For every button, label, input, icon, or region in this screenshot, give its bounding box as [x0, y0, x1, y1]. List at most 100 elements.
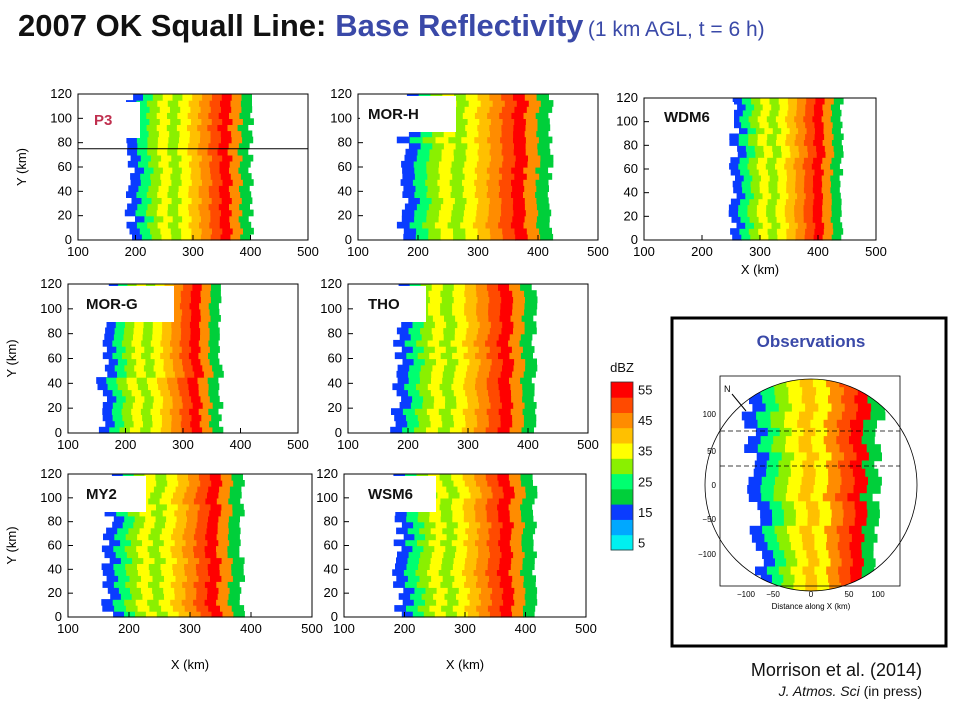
reflectivity-cell: [823, 228, 834, 235]
reflectivity-cell: [739, 115, 750, 123]
reflectivity-cell: [489, 148, 503, 156]
x-tick-label: 400: [517, 437, 539, 452]
reflectivity-cell: [786, 186, 796, 194]
reflectivity-cell: [403, 227, 417, 235]
reflectivity-cell: [498, 383, 511, 391]
reflectivity-cell: [831, 234, 842, 241]
y-tick-label: 100: [40, 490, 62, 505]
reflectivity-cell: [433, 593, 446, 600]
reflectivity-cell: [452, 173, 466, 180]
reflectivity-cell: [209, 509, 222, 517]
reflectivity-cell: [398, 593, 411, 600]
reflectivity-cell: [230, 221, 241, 229]
reflectivity-cell: [227, 599, 240, 606]
reflectivity-cell: [821, 216, 832, 223]
reflectivity-cell: [177, 503, 190, 511]
reflectivity-cell: [135, 209, 147, 217]
reflectivity-cell: [486, 284, 499, 291]
reflectivity-cell: [195, 527, 208, 535]
reflectivity-cell: [510, 408, 524, 415]
reflectivity-cell: [168, 136, 180, 144]
reflectivity-cell: [730, 115, 740, 123]
y-tick-label: 0: [331, 609, 338, 624]
reflectivity-cell: [142, 593, 154, 600]
y-tick-label: 60: [338, 159, 352, 174]
reflectivity-cell: [478, 346, 491, 353]
reflectivity-cell: [524, 593, 537, 600]
colorbar-swatch: [611, 534, 633, 551]
observations-cell: [760, 436, 774, 445]
reflectivity-cell: [409, 136, 424, 144]
reflectivity-cell: [227, 545, 240, 553]
observations-cell: [760, 485, 775, 494]
reflectivity-cell: [509, 539, 522, 547]
reflectivity-cell: [754, 145, 765, 152]
reflectivity-cell: [239, 160, 251, 168]
observations-cell: [826, 485, 841, 494]
reflectivity-cell: [212, 426, 224, 434]
observations-cell: [798, 444, 813, 453]
reflectivity-cell: [475, 284, 488, 291]
reflectivity-cell: [209, 420, 220, 428]
reflectivity-cell: [410, 333, 423, 341]
y-tick-label: 60: [48, 351, 62, 366]
y-tick-label: 40: [338, 183, 352, 198]
reflectivity-cell: [150, 408, 161, 415]
reflectivity-cell: [219, 191, 231, 198]
reflectivity-cell: [775, 163, 785, 170]
observations-cell: [760, 509, 773, 519]
obs-x-tick-label: 0: [809, 590, 814, 599]
reflectivity-cell: [230, 100, 242, 107]
reflectivity-cell: [164, 575, 177, 582]
reflectivity-cell: [435, 485, 447, 493]
reflectivity-cell: [179, 352, 190, 360]
reflectivity-cell: [427, 383, 441, 391]
x-tick-label: 400: [240, 244, 262, 259]
reflectivity-cell: [401, 346, 414, 353]
reflectivity-cell: [158, 160, 170, 168]
reflectivity-cell: [154, 557, 167, 564]
observations-cell: [844, 452, 858, 462]
reflectivity-cell: [439, 185, 453, 192]
reflectivity-cell: [464, 290, 477, 297]
reflectivity-cell: [498, 352, 511, 360]
observations-cell: [790, 542, 804, 551]
reflectivity-cell: [115, 551, 128, 559]
reflectivity-cell: [528, 154, 541, 162]
reflectivity-cell: [779, 192, 789, 200]
reflectivity-cell: [814, 228, 825, 235]
reflectivity-cell: [408, 377, 421, 384]
reflectivity-cell: [758, 216, 769, 223]
observations-cell: [805, 574, 818, 584]
reflectivity-cell: [152, 327, 163, 335]
reflectivity-cell: [450, 112, 464, 119]
reflectivity-cell: [500, 545, 512, 553]
reflectivity-cell: [187, 148, 199, 156]
reflectivity-cell: [136, 136, 148, 144]
reflectivity-cell: [425, 533, 437, 541]
reflectivity-cell: [474, 474, 487, 481]
reflectivity-cell: [430, 389, 443, 397]
reflectivity-cell: [143, 327, 154, 335]
x-tick-label: 500: [287, 437, 309, 452]
reflectivity-cell: [208, 605, 221, 612]
reflectivity-cell: [409, 221, 423, 229]
observations-cell: [808, 558, 820, 568]
reflectivity-cell: [144, 395, 155, 403]
reflectivity-cell: [803, 115, 813, 123]
observations-cell: [812, 379, 827, 388]
reflectivity-cell: [499, 605, 512, 612]
reflectivity-cell: [198, 474, 211, 481]
reflectivity-cell: [420, 551, 433, 559]
panel-label: THO: [368, 296, 400, 313]
colorbar-swatch: [611, 382, 633, 398]
reflectivity-cell: [512, 215, 526, 223]
reflectivity-cell: [170, 227, 182, 235]
observations-cell: [819, 452, 833, 462]
reflectivity-cell: [112, 414, 124, 422]
reflectivity-cell: [221, 136, 233, 144]
y-tick-label: 20: [48, 585, 62, 600]
reflectivity-cell: [514, 142, 527, 150]
reflectivity-cell: [489, 395, 501, 403]
